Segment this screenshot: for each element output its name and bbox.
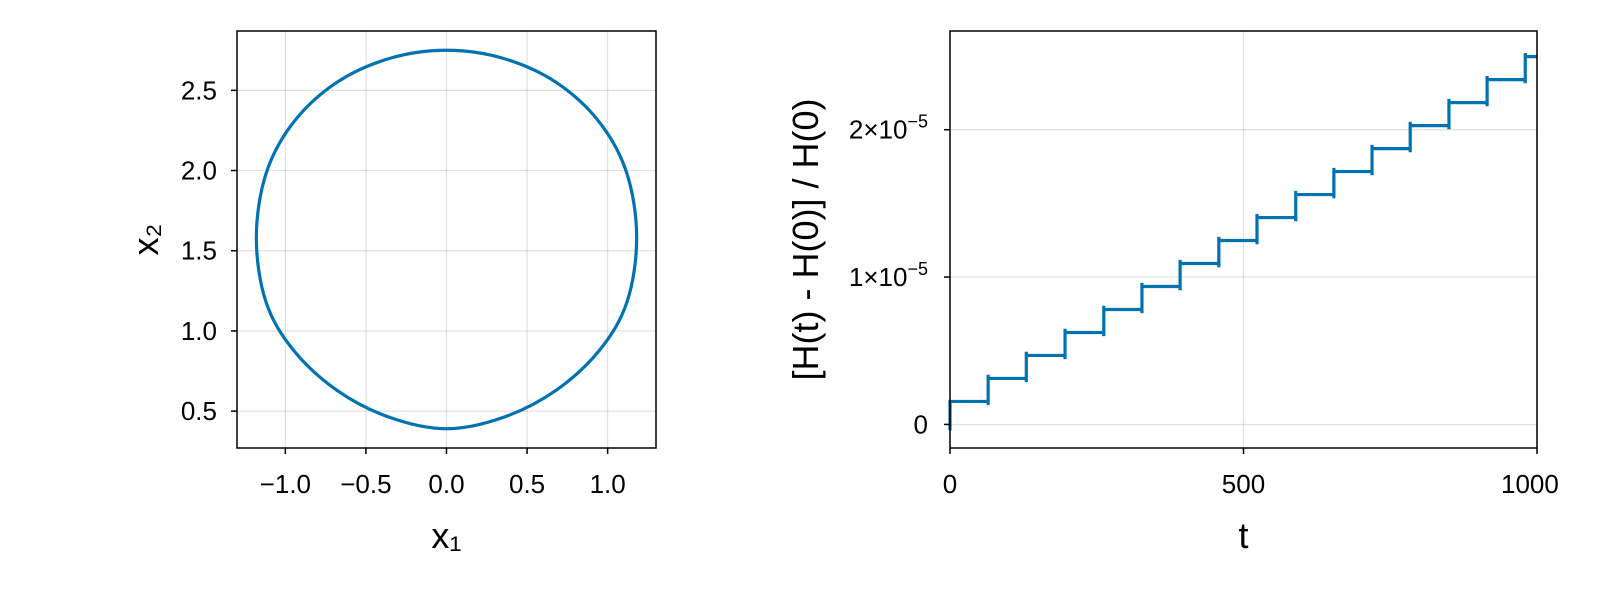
- x-tick-label: −1.0: [260, 469, 311, 499]
- phase-portrait-line: [254, 48, 639, 431]
- energy-error-x-ticks: 0 500 1000: [943, 448, 1559, 499]
- y-tick-label: 1×10−5: [849, 259, 928, 292]
- phase-portrait-y-axis-label: x₂: [125, 224, 166, 256]
- y-tick-label: 2.0: [181, 156, 217, 186]
- energy-error-series: [948, 52, 1537, 431]
- phase-portrait-x-ticks: −1.0 −0.5 0.0 0.5 1.0: [260, 448, 626, 499]
- y-tick-label: 0.5: [181, 396, 217, 426]
- x-tick-label: −0.5: [340, 469, 391, 499]
- y-tick-mantissa: 1×10: [849, 262, 908, 292]
- y-tick-label: 2×10−5: [849, 112, 928, 145]
- x-tick-label: 0.0: [428, 469, 464, 499]
- y-tick-label: 1.5: [181, 236, 217, 266]
- energy-error-line: [948, 52, 1537, 431]
- y-tick-exponent: −5: [907, 259, 928, 279]
- x-tick-label: 1000: [1501, 469, 1559, 499]
- y-tick-label: 2.5: [181, 75, 217, 105]
- phase-portrait-grid: [237, 31, 656, 448]
- phase-portrait-series: [254, 48, 639, 431]
- phase-portrait-chart: −1.0 −0.5 0.0 0.5 1.0 0.5 1.0 1.5 2.0 2.5 x₁ x₂: [125, 30, 657, 556]
- y-tick-exponent: −5: [907, 112, 928, 132]
- y-tick-mantissa: 0: [914, 409, 928, 439]
- y-tick-mantissa: 2×10: [849, 115, 908, 145]
- energy-error-chart: 0 500 1000 01×10−52×10−5 t [H(t) - H(0)] /…: [785, 30, 1559, 556]
- phase-portrait-x-axis-label: x₁: [431, 515, 461, 556]
- y-tick-label: 0: [914, 409, 928, 439]
- y-tick-label: 1.0: [181, 316, 217, 346]
- energy-error-y-ticks: 01×10−52×10−5: [849, 112, 950, 439]
- x-tick-label: 0: [943, 469, 957, 499]
- energy-error-y-axis-label: [H(t) - H(0)] / H(0): [785, 99, 826, 381]
- x-tick-label: 500: [1222, 469, 1265, 499]
- x-tick-label: 1.0: [590, 469, 626, 499]
- x-tick-label: 0.5: [509, 469, 545, 499]
- phase-portrait-y-ticks: 0.5 1.0 1.5 2.0 2.5: [181, 75, 237, 426]
- energy-error-x-axis-label: t: [1238, 515, 1248, 556]
